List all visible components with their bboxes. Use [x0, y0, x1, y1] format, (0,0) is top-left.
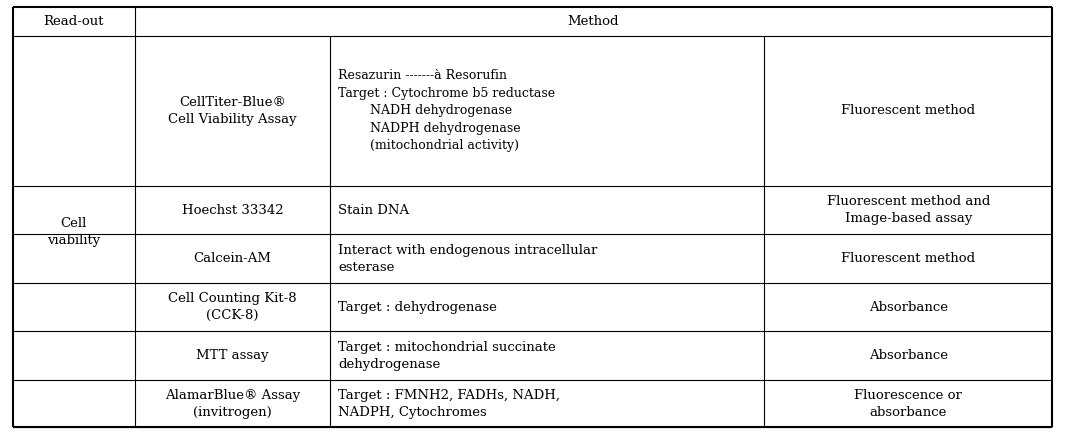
Text: MTT assay: MTT assay — [196, 349, 268, 362]
Text: Target : FMNH2, FADHs, NADH,
NADPH, Cytochromes: Target : FMNH2, FADHs, NADH, NADPH, Cyto… — [339, 389, 560, 419]
Text: CellTiter-Blue®
Cell Viability Assay: CellTiter-Blue® Cell Viability Assay — [168, 96, 297, 126]
Text: AlamarBlue® Assay
(invitrogen): AlamarBlue® Assay (invitrogen) — [165, 389, 300, 419]
Text: Hoechst 33342: Hoechst 33342 — [181, 204, 283, 217]
Text: Method: Method — [568, 15, 619, 28]
Text: Resazurin -------à Resorufin
Target : Cytochrome b5 reductase
        NADH dehyd: Resazurin -------à Resorufin Target : Cy… — [339, 69, 556, 152]
Text: Read-out: Read-out — [44, 15, 104, 28]
Text: Fluorescent method: Fluorescent method — [841, 252, 976, 265]
Text: Target : dehydrogenase: Target : dehydrogenase — [339, 301, 497, 314]
Text: Stain DNA: Stain DNA — [339, 204, 410, 217]
Text: Interact with endogenous intracellular
esterase: Interact with endogenous intracellular e… — [339, 244, 597, 274]
Text: Calcein-AM: Calcein-AM — [194, 252, 272, 265]
Text: Cell Counting Kit-8
(CCK-8): Cell Counting Kit-8 (CCK-8) — [168, 292, 297, 322]
Text: Absorbance: Absorbance — [869, 349, 948, 362]
Text: Absorbance: Absorbance — [869, 301, 948, 314]
Text: Fluorescence or
absorbance: Fluorescence or absorbance — [854, 389, 962, 419]
Text: Fluorescent method: Fluorescent method — [841, 104, 976, 117]
Text: Fluorescent method and
Image-based assay: Fluorescent method and Image-based assay — [826, 195, 990, 225]
Text: Target : mitochondrial succinate
dehydrogenase: Target : mitochondrial succinate dehydro… — [339, 341, 556, 371]
Text: Cell
viability: Cell viability — [47, 217, 100, 247]
